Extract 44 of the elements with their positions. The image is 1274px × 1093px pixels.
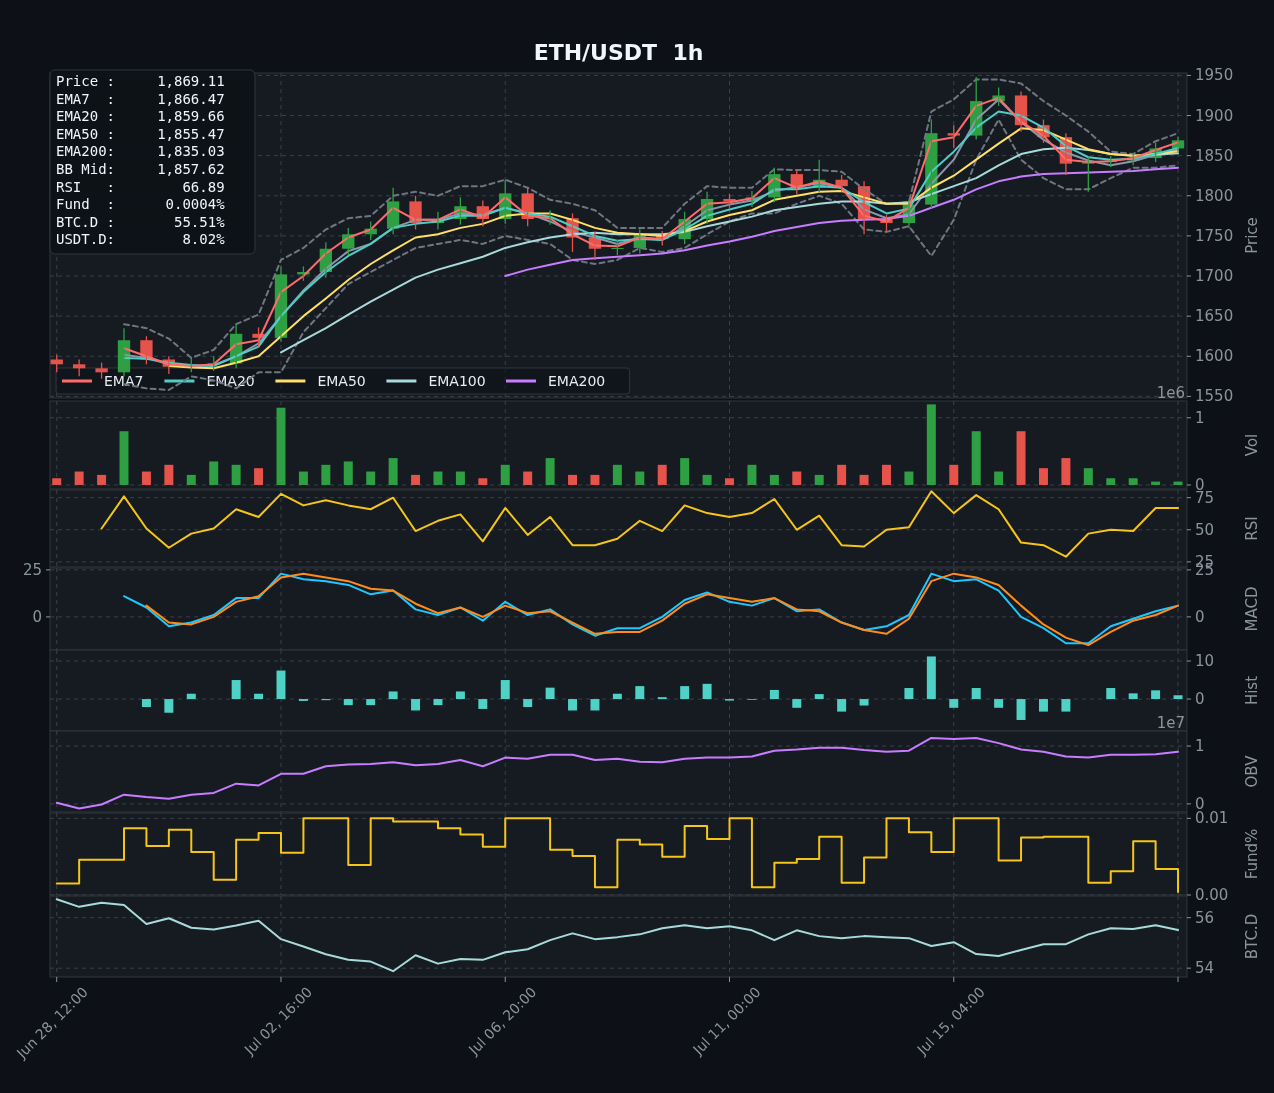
y-tick-label: 1650: [1195, 307, 1234, 326]
y-tick-label: 50: [1195, 520, 1215, 539]
annotation: BTC.D : 55.51%: [56, 213, 226, 230]
y-tick-label: 1850: [1195, 146, 1234, 165]
legend-label: EMA7: [104, 373, 144, 389]
y-axis-title: BTC.D: [1243, 913, 1261, 960]
annotation: 1e6: [1156, 384, 1185, 402]
annotation: RSI : 66.89: [56, 178, 225, 195]
annotation: EMA200: 1,835.03: [56, 143, 225, 160]
annotation: 1e7: [1156, 714, 1185, 732]
y-tick-label: 1700: [1195, 267, 1234, 286]
annotation: USDT.D: 8.02%: [56, 231, 226, 248]
y-axis-title: Fund%: [1243, 828, 1261, 880]
y-axis-title: Vol: [1243, 433, 1261, 457]
y-tick-label: 1550: [1195, 387, 1234, 406]
y-tick-label: 0: [1195, 690, 1205, 709]
y-tick-label: 1: [1195, 408, 1205, 427]
annotation: BB Mid: 1,857.62: [56, 161, 225, 177]
y-axis-title: RSI: [1243, 516, 1261, 541]
legend-label: EMA50: [317, 373, 366, 389]
legend-label: EMA100: [428, 373, 486, 389]
annotation: Price : 1,869.11: [56, 73, 225, 89]
legend-label: EMA200: [548, 373, 606, 389]
y-tick-label: 1900: [1195, 106, 1234, 125]
annotation: Fund : 0.0004%: [56, 196, 226, 213]
y-axis-title: Hist: [1243, 675, 1261, 706]
y-tick-label: 1750: [1195, 226, 1234, 245]
y-tick-label: 1: [1195, 737, 1205, 756]
annotation: EMA7 : 1,866.47: [56, 90, 225, 107]
chart-title: ETH/USDT 1h: [533, 40, 704, 65]
y2-axis-title: MACD: [1243, 586, 1261, 632]
y-tick-label: 10: [1195, 652, 1215, 671]
y-tick-label: 1600: [1195, 347, 1234, 366]
annotation: EMA50 : 1,855.47: [56, 125, 225, 142]
y-tick-label: 1800: [1195, 186, 1234, 205]
annotation: EMA20 : 1,859.66: [56, 108, 225, 125]
y-tick-label: 1950: [1195, 66, 1234, 85]
y-tick-label: 0.01: [1195, 809, 1229, 828]
y-tick-label: 56: [1195, 908, 1215, 927]
y-axis-title: OBV: [1243, 754, 1261, 788]
y-tick-label: 0.00: [1195, 886, 1229, 904]
y-axis-title: Price: [1243, 217, 1261, 254]
legend-label: EMA20: [206, 373, 255, 389]
y-tick-label: 54: [1195, 959, 1215, 978]
